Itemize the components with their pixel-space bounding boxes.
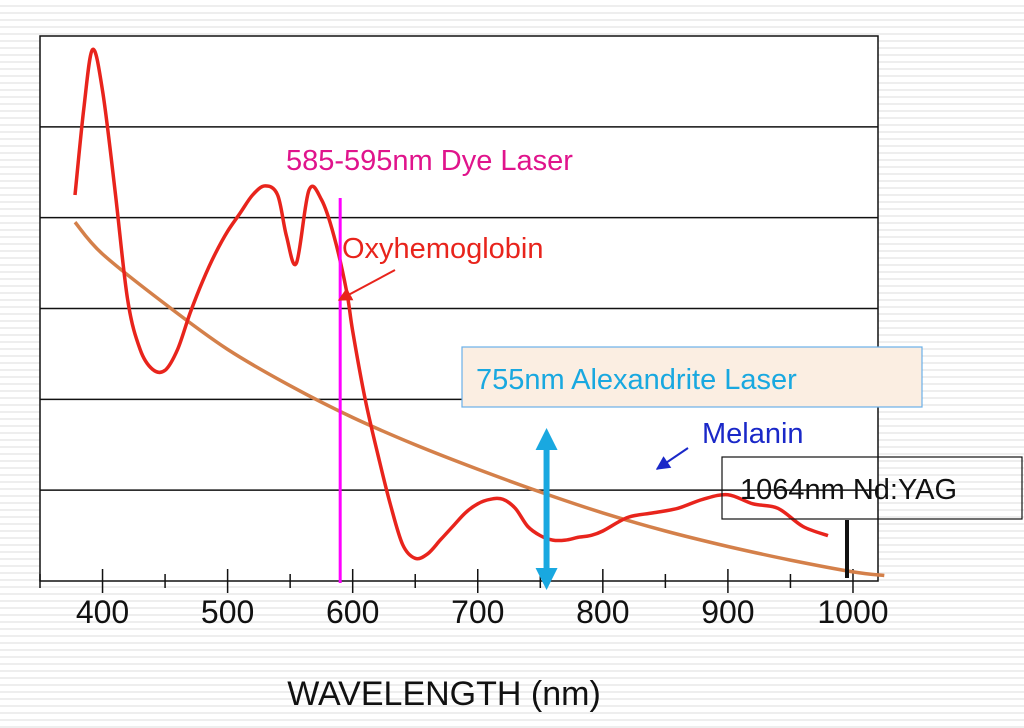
melanin-pointer-arrow	[655, 447, 689, 470]
x-tick-label: 900	[701, 594, 754, 630]
alexandrite-laser-label: 755nm Alexandrite Laser	[476, 364, 797, 396]
alexandrite-arrowhead-top	[535, 428, 558, 450]
alexandrite-label-box	[461, 346, 923, 408]
dye-laser-label: 585-595nm Dye Laser	[286, 145, 573, 177]
ndyag-label: 1064nm Nd:YAG	[740, 474, 957, 506]
melanin-label: Melanin	[702, 418, 804, 450]
x-tick-label: 400	[76, 594, 129, 630]
x-axis-title: WAVELENGTH (nm)	[287, 675, 601, 713]
x-tick-label: 500	[201, 594, 254, 630]
x-tick-label: 1000	[817, 594, 888, 630]
x-tick-label: 600	[326, 594, 379, 630]
oxyhemoglobin-series-line	[73, 47, 829, 561]
alexandrite-arrowhead-bottom	[535, 568, 558, 590]
oxyhemoglobin-label: Oxyhemoglobin	[342, 233, 544, 265]
x-tick-label: 800	[576, 594, 629, 630]
oxyhemoglobin-pointer-arrow	[337, 269, 396, 301]
x-axis-tick-labels: 400 500 600 700 800 900 1000	[76, 594, 889, 630]
ndyag-label-box	[721, 456, 1023, 520]
x-tick-label: 700	[451, 594, 504, 630]
